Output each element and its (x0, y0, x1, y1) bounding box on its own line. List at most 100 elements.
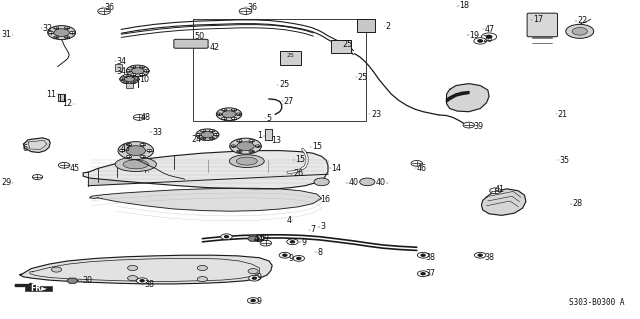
Circle shape (144, 70, 149, 72)
Circle shape (140, 73, 145, 76)
Text: 37: 37 (425, 269, 435, 278)
Text: 12: 12 (62, 99, 72, 108)
Circle shape (411, 160, 422, 166)
Text: 9: 9 (257, 273, 262, 282)
Text: 33: 33 (152, 128, 163, 137)
Circle shape (118, 142, 154, 160)
Circle shape (572, 27, 588, 35)
Circle shape (221, 109, 227, 111)
Polygon shape (481, 189, 526, 215)
Circle shape (127, 143, 131, 146)
Polygon shape (264, 129, 272, 140)
Text: 8: 8 (317, 248, 322, 256)
Circle shape (260, 240, 271, 246)
Text: 50: 50 (195, 32, 205, 41)
Polygon shape (83, 151, 328, 189)
Circle shape (221, 117, 227, 120)
Circle shape (252, 277, 257, 279)
Text: 5: 5 (266, 114, 271, 122)
Circle shape (197, 277, 207, 282)
Circle shape (200, 137, 205, 140)
Text: 34: 34 (116, 67, 127, 76)
Text: FR►: FR► (30, 284, 47, 293)
Text: 40: 40 (376, 178, 386, 187)
Circle shape (200, 130, 205, 132)
Circle shape (249, 275, 260, 281)
Text: 19: 19 (469, 31, 479, 40)
Circle shape (120, 78, 125, 80)
Circle shape (131, 75, 136, 77)
Circle shape (232, 117, 236, 120)
Text: 49: 49 (260, 234, 270, 243)
Text: 40: 40 (348, 178, 358, 187)
Text: 6: 6 (22, 144, 28, 153)
Ellipse shape (229, 155, 264, 167)
Circle shape (253, 236, 264, 241)
Text: 16: 16 (320, 195, 330, 204)
Circle shape (236, 113, 241, 115)
Circle shape (216, 108, 242, 121)
Circle shape (201, 131, 214, 138)
Circle shape (478, 254, 482, 256)
Text: 39: 39 (474, 122, 484, 130)
Circle shape (463, 122, 474, 128)
Circle shape (478, 40, 483, 42)
Ellipse shape (115, 157, 156, 172)
Circle shape (124, 81, 129, 84)
Text: 46: 46 (417, 164, 427, 173)
Circle shape (237, 139, 242, 142)
Text: 42: 42 (209, 43, 220, 52)
Circle shape (127, 265, 138, 271)
Circle shape (197, 265, 207, 271)
Circle shape (490, 188, 501, 194)
Circle shape (127, 155, 131, 158)
FancyBboxPatch shape (527, 13, 557, 37)
Circle shape (279, 252, 291, 258)
Text: 41: 41 (495, 185, 505, 194)
Circle shape (291, 241, 294, 243)
Circle shape (48, 31, 53, 34)
Circle shape (131, 73, 136, 76)
Circle shape (33, 174, 43, 180)
FancyBboxPatch shape (331, 40, 351, 53)
Circle shape (417, 271, 429, 277)
Circle shape (120, 149, 125, 152)
Circle shape (140, 66, 145, 68)
Circle shape (124, 75, 129, 77)
FancyBboxPatch shape (280, 51, 301, 64)
Text: 30: 30 (83, 276, 93, 285)
Circle shape (58, 162, 70, 168)
Circle shape (481, 33, 497, 41)
Polygon shape (67, 278, 78, 283)
Circle shape (126, 65, 149, 77)
Circle shape (237, 142, 254, 151)
Circle shape (196, 129, 219, 140)
Circle shape (126, 146, 145, 156)
Circle shape (131, 66, 136, 68)
Circle shape (237, 150, 242, 153)
FancyBboxPatch shape (356, 19, 375, 32)
Circle shape (314, 178, 329, 186)
Ellipse shape (123, 160, 148, 169)
Text: 7: 7 (311, 225, 316, 234)
Circle shape (230, 138, 261, 154)
Circle shape (134, 78, 140, 80)
Circle shape (249, 139, 254, 142)
Circle shape (283, 254, 287, 256)
Text: 31: 31 (1, 30, 12, 39)
Circle shape (421, 254, 425, 256)
Circle shape (360, 178, 375, 186)
Circle shape (140, 143, 145, 146)
Ellipse shape (236, 157, 257, 165)
Text: 18: 18 (460, 1, 469, 10)
Circle shape (474, 252, 486, 258)
Circle shape (486, 35, 492, 38)
Text: 20: 20 (482, 35, 492, 44)
Circle shape (47, 26, 76, 40)
Text: 38: 38 (425, 253, 435, 262)
Text: 3: 3 (321, 222, 325, 231)
Circle shape (239, 8, 252, 14)
Circle shape (566, 24, 594, 38)
Text: 45: 45 (70, 164, 80, 173)
Circle shape (70, 31, 75, 34)
